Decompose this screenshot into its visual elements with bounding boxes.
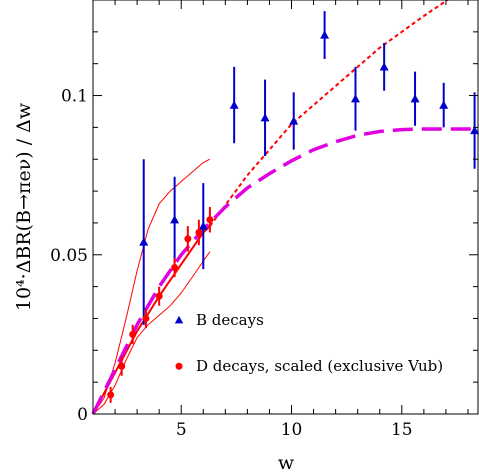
d-decay-point [195,228,203,236]
b-decay-point [170,215,180,224]
d-decay-point [129,330,137,338]
b-decay-point [350,94,360,103]
legend-label: B decays [196,311,264,329]
legend-d-marker [175,362,183,370]
x-tick-label: 15 [391,420,413,440]
b-decay-point [410,94,420,103]
b-decay-point [289,116,299,125]
curve-solid-thin-1 [92,158,211,415]
x-tick-label: 10 [281,420,303,440]
b-decay-point [320,30,330,39]
d-decay-point [107,391,115,399]
legend: B decays D decays, scaled (exclusive Vub) [174,311,443,375]
points-layer [107,11,479,403]
d-decay-point [155,292,163,300]
y-tick-label: 0.05 [50,246,88,266]
b-decay-point [260,113,270,122]
b-decay-point [439,100,449,109]
y-tick-label: 0 [77,405,88,425]
d-decay-point [206,216,214,224]
plot-frame [92,0,479,415]
y-axis-label: 10⁴·ΔBR(B→πeν) / Δw [13,102,35,311]
x-axis-label: w [278,452,295,473]
b-decay-point [470,126,479,135]
b-decay-point [198,221,208,230]
d-decay-point [184,235,192,243]
curves-layer [91,0,479,415]
y-tick-label: 0.1 [61,87,88,107]
b-decay-point [379,62,389,71]
d-decay-point [171,264,179,272]
d-decay-point [118,362,126,370]
curve-solid-0 [92,225,211,415]
x-tick-label: 5 [176,420,187,440]
curve-solid-thin-2 [92,251,211,415]
b-decay-point [139,237,149,246]
curve-dashed-4 [91,127,479,415]
legend-b-marker [174,315,184,324]
b-decay-point [229,100,239,109]
ticks-layer: 5 10 15 0 0.05 0.1 [50,0,478,440]
legend-label: D decays, scaled (exclusive Vub) [196,357,443,375]
curve-dotted-3 [209,0,450,227]
d-decay-point [142,314,150,322]
